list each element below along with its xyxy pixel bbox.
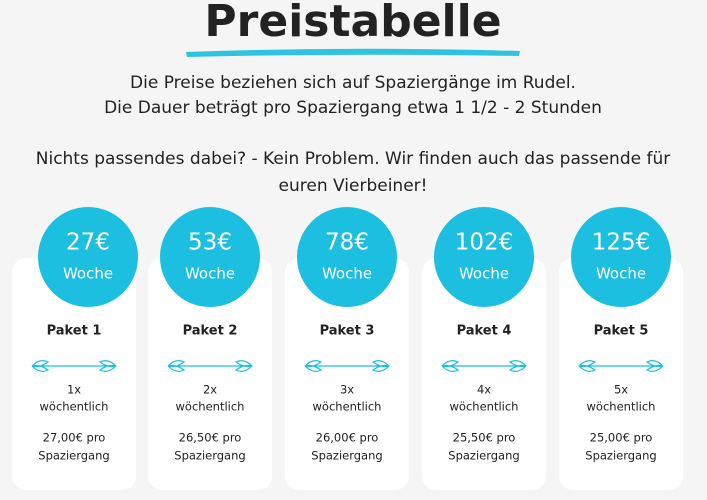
card — [148, 258, 272, 490]
price: 27€ — [66, 230, 110, 256]
price: 78€ — [325, 230, 369, 256]
price: 102€ — [455, 230, 514, 256]
title-underline — [186, 48, 520, 57]
cost: 26,00€ pro — [316, 431, 379, 445]
package-card: 27€ Woche Paket 1 1x wöchentlich 27,00€ pro Sp… — [12, 207, 138, 490]
frequency: wöchentlich — [40, 400, 109, 414]
price-badge — [38, 207, 138, 307]
intro-line: Die Dauer beträgt pro Spaziergang etwa 1… — [104, 98, 602, 118]
frequency: wöchentlich — [587, 400, 656, 414]
price-badge — [297, 207, 397, 307]
period: Woche — [459, 265, 509, 283]
period: Woche — [596, 265, 646, 283]
frequency: 3x — [340, 383, 354, 397]
period: Woche — [322, 265, 372, 283]
price-badge — [160, 207, 260, 307]
card — [285, 258, 409, 490]
cost: 26,50€ pro — [179, 431, 242, 445]
card — [559, 258, 683, 490]
price-badge — [571, 207, 671, 307]
package-name: Paket 1 — [47, 324, 102, 339]
divider — [578, 360, 664, 372]
packages: 27€ Woche Paket 1 1x wöchentlich 27,00€ pro Sp… — [12, 207, 683, 490]
period: Woche — [63, 265, 113, 283]
frequency: 2x — [203, 383, 217, 397]
divider — [304, 360, 390, 372]
intro-line: Die Preise beziehen sich auf Spaziergäng… — [130, 73, 576, 93]
package-card: 102€ Woche Paket 4 4x wöchentlich 25,50€ pro S… — [422, 207, 546, 490]
price-badge — [434, 207, 534, 307]
frequency: wöchentlich — [450, 400, 519, 414]
cost: 25,50€ pro — [453, 431, 516, 445]
package-name: Paket 3 — [320, 324, 375, 339]
price: 125€ — [592, 230, 651, 256]
cost: Spaziergang — [38, 449, 109, 463]
period: Woche — [185, 265, 235, 283]
divider — [441, 360, 527, 372]
price: 53€ — [188, 230, 232, 256]
package-name: Paket 4 — [457, 324, 512, 339]
frequency: 1x — [67, 383, 81, 397]
frequency: wöchentlich — [313, 400, 382, 414]
cost: Spaziergang — [585, 449, 656, 463]
package-card: 53€ Woche Paket 2 2x wöchentlich 26,50€ pro Sp… — [148, 207, 272, 490]
cost: 27,00€ pro — [43, 431, 106, 445]
frequency: 4x — [477, 383, 491, 397]
cost: Spaziergang — [174, 449, 245, 463]
divider — [167, 360, 253, 372]
note-line: Nichts passendes dabei? - Kein Problem. … — [36, 149, 670, 169]
cost: Spaziergang — [311, 449, 382, 463]
frequency: 5x — [614, 383, 628, 397]
divider — [31, 360, 117, 372]
cost: Spaziergang — [448, 449, 519, 463]
package-name: Paket 5 — [594, 324, 649, 339]
card — [422, 258, 546, 490]
package-card: 78€ Woche Paket 3 3x wöchentlich 26,00€ pro Sp… — [285, 207, 409, 490]
title: Preistabelle — [204, 0, 501, 47]
package-card: 125€ Woche Paket 5 5x wöchentlich 25,00€ pro S… — [559, 207, 683, 490]
note-line: euren Vierbeiner! — [279, 176, 428, 196]
frequency: wöchentlich — [176, 400, 245, 414]
package-name: Paket 2 — [183, 324, 238, 339]
cost: 25,00€ pro — [590, 431, 653, 445]
card — [12, 258, 136, 490]
